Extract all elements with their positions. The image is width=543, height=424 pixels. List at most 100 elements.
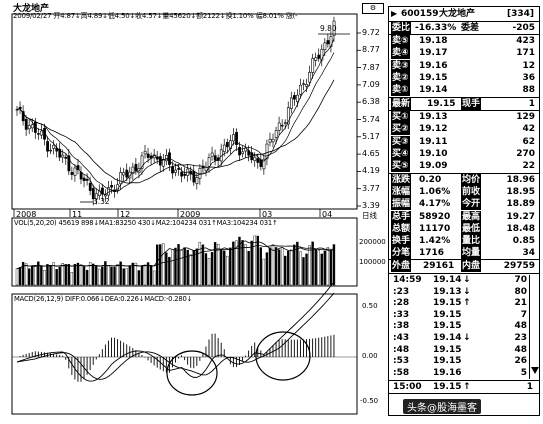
chart-info-line: 2009/02/27 开4.87↓高4.89↓低4.50↓收4.57↓量4562…: [13, 12, 298, 20]
tick-volume: 48: [514, 344, 527, 355]
volume-bar: [110, 267, 113, 286]
volume-bar: [247, 251, 250, 286]
volume-bar: [283, 255, 287, 286]
price-axis-tick: 6.38: [362, 97, 380, 107]
quote-panel: ▶ 600159 大龙地产 [334] 委比 -16.33% 委差 -205 卖…: [388, 6, 540, 416]
candle: [235, 132, 238, 145]
ma5-line: [16, 38, 335, 195]
stat-label: 涨跌: [391, 174, 412, 186]
tick-row: 14:59 19.14 ↓ 70: [389, 275, 539, 287]
tick-scrollbar[interactable]: [529, 275, 539, 379]
tick-price: 19.16: [433, 367, 462, 378]
stat-row: 涨幅 1.06% 前收 18.95: [389, 186, 539, 199]
candle: [85, 179, 89, 181]
candle: [88, 182, 92, 191]
buy-volume: 270: [516, 148, 535, 159]
tick-row: :38 19.15 48: [389, 321, 539, 333]
candle: [183, 173, 187, 176]
volume-bar: [216, 243, 220, 286]
candle: [225, 142, 229, 148]
price-axis-tick: 8.77: [362, 45, 380, 55]
volume-bar: [143, 264, 147, 286]
weibi-value: -16.33%: [415, 23, 457, 33]
tick-price: 19.14: [433, 333, 462, 343]
volume-bar: [293, 244, 296, 286]
candle: [280, 124, 284, 127]
candlestick-series: [15, 16, 336, 206]
candle: [195, 177, 199, 184]
stock-name: 大龙地产: [439, 9, 476, 19]
candle: [180, 171, 184, 177]
stat-value: 18.48: [506, 223, 535, 234]
volume-ma20-line: [16, 245, 334, 270]
volume-bar: [210, 252, 214, 286]
kline-chart-area[interactable]: [0, 0, 388, 424]
gear-icon[interactable]: ⚙: [362, 3, 384, 14]
price-axis-tick: 5.17: [362, 131, 380, 141]
volume-bar: [232, 241, 235, 286]
period-label[interactable]: 日线: [362, 211, 377, 220]
volume-bar: [146, 262, 150, 286]
volume-bar: [262, 258, 266, 286]
tick-price: 19.15: [433, 298, 462, 309]
tick-price: 19.13: [433, 286, 462, 297]
buy-price: 19.13: [419, 112, 448, 122]
stat-row: 换手 1.42% 量比 0.85: [389, 235, 539, 247]
volume-bar: [61, 262, 64, 286]
volume-bar: [46, 264, 49, 286]
tick-volume: 80: [514, 286, 527, 297]
volume-bar: [37, 261, 40, 286]
price-axis-tick: 7.09: [362, 79, 380, 89]
scroll-down-arrow-icon[interactable]: [531, 367, 539, 374]
volume-bar: [95, 265, 98, 286]
last-tick-arrow: ↑: [463, 382, 471, 392]
volume-bar: [34, 266, 37, 286]
sell-row: 卖⑤ 19.18 423: [389, 35, 539, 47]
volume-bar: [24, 263, 28, 286]
weibi-row: 委比 -16.33% 委差 -205: [389, 22, 539, 34]
sell-price: 19.16: [419, 60, 448, 71]
tick-volume: 5: [520, 367, 527, 378]
volume-bar: [82, 266, 86, 286]
price-axis-tick: 4.19: [362, 166, 380, 176]
candle: [70, 172, 74, 175]
volume-bar: [134, 262, 138, 286]
candle: [37, 133, 40, 135]
sell-volume: 423: [516, 36, 535, 46]
volume-bar: [67, 264, 71, 286]
price-axis-tick: 7.87: [362, 62, 380, 72]
volume-bar: [122, 268, 125, 286]
candle: [21, 111, 25, 122]
candle: [305, 84, 309, 87]
volume-bar: [229, 247, 232, 286]
sell-row: 卖④ 19.17 171: [389, 47, 539, 60]
buy-price: 19.09: [419, 161, 448, 172]
xianshou-value: 1: [528, 99, 535, 109]
sell-price: 19.15: [419, 72, 448, 83]
annotation-circle-left: [166, 350, 218, 396]
scroll-arrow-icon[interactable]: ▶: [391, 9, 398, 18]
stat-label: 总额: [391, 222, 412, 235]
sell-row: 卖① 19.14 88: [389, 84, 539, 97]
candle: [46, 141, 49, 152]
sell-label: 卖⑤: [391, 35, 410, 47]
stock-suffix: [334]: [507, 9, 535, 19]
volume-bar: [277, 249, 281, 286]
candle: [283, 122, 287, 124]
inner-label: 内盘: [461, 260, 482, 272]
buy-row: 买⑤ 19.09 22: [389, 160, 539, 173]
buy-price: 19.12: [419, 124, 448, 135]
last-tick-time: 15:00: [393, 382, 422, 392]
volume-bar: [241, 240, 244, 286]
price-axis-tick: 3.77: [362, 183, 380, 193]
volume-bar: [162, 243, 165, 286]
candle: [323, 42, 327, 51]
volume-bar: [137, 270, 141, 286]
volume-ma-lines: [16, 240, 335, 270]
volume-bar: [88, 262, 92, 286]
sell-volume: 88: [522, 85, 535, 96]
volume-bar: [49, 264, 52, 286]
date-axis-tick: 11: [72, 210, 83, 219]
volume-bar: [152, 270, 156, 286]
candle: [128, 171, 132, 179]
